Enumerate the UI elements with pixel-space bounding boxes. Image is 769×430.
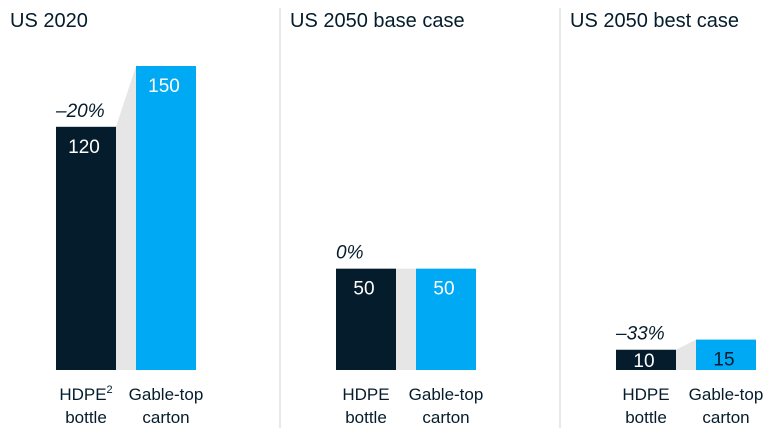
panel-title-2: US 2050 base case	[290, 10, 465, 32]
carton-bar-2	[416, 268, 476, 370]
carton-value-label-3: 15	[713, 350, 734, 371]
category-label-hdpe-2: HDPE	[342, 385, 389, 404]
category-label-hdpe-1: HDPE2	[59, 384, 112, 404]
category-label-carton-1: Gable-top	[129, 385, 204, 404]
difference-label-3: –33%	[615, 324, 665, 345]
category-sublabel-carton-1: carton	[142, 408, 189, 427]
carton-value-label-1: 150	[148, 76, 180, 97]
panel-title-1: US 2020	[10, 10, 88, 32]
category-label-hdpe-3: HDPE	[622, 385, 669, 404]
hdpe-bar-3	[616, 349, 676, 370]
category-sublabel-hdpe-1: bottle	[65, 408, 107, 427]
category-sublabel-hdpe-2: bottle	[345, 408, 387, 427]
category-sublabel-carton-2: carton	[422, 408, 469, 427]
category-label-carton-2: Gable-top	[409, 385, 484, 404]
category-sublabel-hdpe-3: bottle	[625, 408, 667, 427]
difference-label-1: –20%	[55, 101, 105, 122]
category-label-carton-3: Gable-top	[689, 385, 764, 404]
hdpe-value-label-2: 50	[353, 279, 374, 300]
hdpe-bar-2	[336, 268, 396, 370]
hdpe-value-label-3: 10	[633, 351, 654, 372]
panel-title-3: US 2050 best case	[570, 10, 739, 32]
hdpe-bar-1	[56, 126, 116, 370]
carton-value-label-2: 50	[433, 279, 454, 300]
bar-connector-3	[676, 339, 696, 370]
footnote-marker: 2	[107, 384, 113, 396]
bar-connector-1	[116, 66, 136, 370]
bar-connector-2	[396, 268, 416, 370]
carton-bar-3	[696, 339, 756, 370]
carton-bar-1	[136, 66, 196, 370]
category-sublabel-carton-3: carton	[702, 408, 749, 427]
hdpe-value-label-1: 120	[68, 137, 100, 158]
difference-label-2: 0%	[336, 243, 364, 264]
